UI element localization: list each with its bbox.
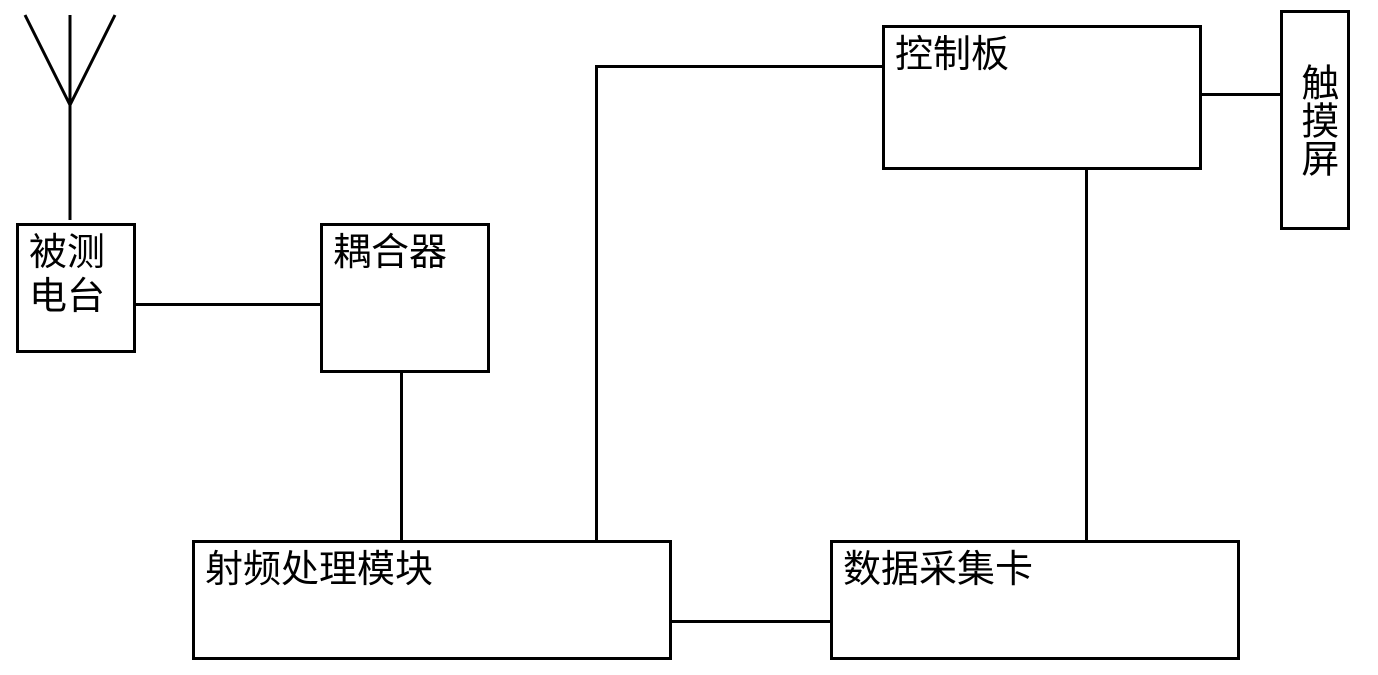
node-touchscreen: 触摸屏 <box>1280 10 1350 230</box>
node-coupler: 耦合器 <box>320 223 490 373</box>
node-tested-radio: 被测 电台 <box>16 223 136 353</box>
node-label: 控制板 <box>895 34 1009 78</box>
edge-radio-coupler <box>136 303 320 306</box>
edge-rf-daq <box>672 620 830 623</box>
edge-control-touch <box>1202 93 1280 96</box>
edge-rf-control-horiz <box>595 65 882 68</box>
node-label: 触摸屏 <box>1293 63 1337 177</box>
node-label: 耦合器 <box>333 232 447 276</box>
edge-daq-control <box>1085 170 1088 540</box>
node-control-board: 控制板 <box>882 25 1202 170</box>
node-label: 射频处理模块 <box>205 549 433 593</box>
node-label: 数据采集卡 <box>843 549 1033 593</box>
edge-rf-control-vert <box>595 65 598 540</box>
edge-coupler-rf <box>400 373 403 540</box>
node-label: 被测 电台 <box>29 232 105 319</box>
node-rf-module: 射频处理模块 <box>192 540 672 660</box>
node-daq-card: 数据采集卡 <box>830 540 1240 660</box>
